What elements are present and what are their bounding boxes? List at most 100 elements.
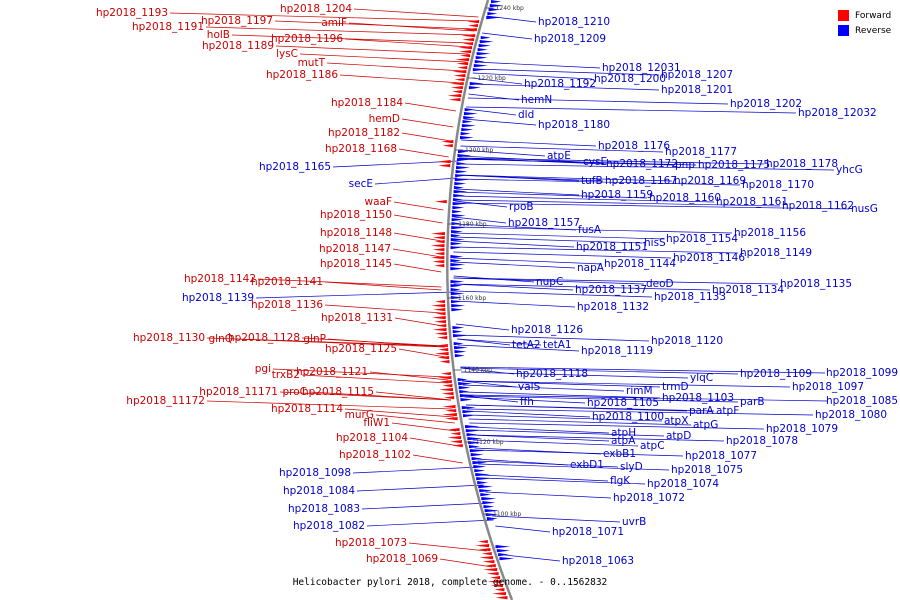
reverse-gene-feature — [480, 36, 491, 40]
legend: Forward Reverse — [838, 8, 891, 38]
reverse-gene-feature — [477, 481, 489, 485]
forward-gene-label: hp2018_1182 — [328, 127, 400, 139]
forward-gene-feature — [432, 236, 445, 240]
reverse-gene-label: hp2018_1084 — [283, 485, 355, 497]
forward-gene-label: fliW1 — [363, 417, 390, 429]
scale-ticks: 1240 kbp 1220 kbp 1200 kbp 1180 kbp 1160 kbp… — [447, 5, 524, 518]
forward-gene-feature — [442, 144, 453, 148]
reverse-gene-label-leader — [472, 439, 639, 447]
forward-gene-feature — [459, 50, 472, 54]
reverse-gene-feature — [468, 86, 481, 90]
reverse-gene-feature — [499, 557, 515, 561]
reverse-gene-label-leader — [477, 460, 619, 468]
forward-gene-feature — [461, 34, 476, 38]
reverse-gene-feature — [451, 304, 466, 308]
forward-gene-label-leader — [205, 26, 474, 36]
reverse-gene-label: atpC — [640, 440, 665, 452]
scale-tick-label: 1240 kbp — [496, 5, 524, 12]
scale-tick-label: 1180 kbp — [458, 221, 486, 228]
reverse-gene-feature — [450, 292, 465, 296]
reverse-gene-label-leader — [462, 380, 517, 388]
reverse-gene-label: hp2018_1154 — [666, 233, 738, 245]
forward-gene-feature — [432, 328, 447, 332]
forward-gene-feature — [460, 54, 471, 58]
reverse-gene-feature — [463, 414, 474, 418]
forward-gene-label: hp2018_1102 — [339, 449, 411, 461]
reverse-gene-feature — [454, 350, 467, 354]
reverse-gene-label-leader — [466, 404, 715, 412]
reverse-gene-feature — [476, 52, 491, 56]
reverse-gene-label: hp2018_1169 — [674, 175, 746, 187]
forward-gene-feature — [449, 82, 464, 86]
forward-gene-feature — [452, 90, 463, 94]
reverse-gene-feature — [450, 238, 465, 242]
reverse-gene-feature — [473, 64, 488, 68]
reverse-gene-feature — [452, 206, 465, 210]
forward-gene-label: hp2018_1114 — [271, 403, 343, 415]
forward-gene-feature — [455, 58, 470, 62]
forward-gene-feature — [431, 316, 446, 320]
forward-gene-feature — [447, 94, 462, 98]
reverse-gene-label: hp2018_1180 — [538, 119, 610, 131]
reverse-gene-label: hp2018_1077 — [685, 450, 757, 462]
forward-gene-label: hp2018_1145 — [320, 258, 392, 270]
forward-gene-feature — [434, 264, 445, 268]
forward-gene-feature — [463, 42, 474, 46]
reverse-gene-feature — [450, 255, 464, 259]
reverse-gene-label: hp2018_1120 — [651, 335, 723, 347]
reverse-gene-feature — [457, 154, 472, 158]
scale-tick-label: 1220 kbp — [478, 75, 506, 82]
reverse-gene-feature — [451, 226, 466, 230]
forward-gene-label-leader — [398, 348, 446, 358]
reverse-gene-label-leader — [461, 371, 689, 379]
reverse-gene-feature — [463, 112, 478, 116]
reverse-gene-label-leader — [478, 463, 670, 471]
reverse-gene-label-leader — [457, 174, 673, 182]
forward-gene-feature — [485, 564, 496, 568]
reverse-gene-label: flgK — [610, 475, 631, 487]
reverse-gene-label: parB — [740, 396, 765, 408]
forward-gene-feature — [490, 584, 503, 588]
reverse-gene-feature — [458, 150, 468, 154]
forward-gene-feature — [441, 392, 454, 396]
reverse-gene-label: hp2018_1109 — [740, 368, 812, 380]
reverse-gene-label: deoD — [646, 278, 674, 290]
reverse-gene-feature — [460, 398, 473, 402]
forward-gene-label-leader — [324, 281, 442, 291]
forward-gene-feature — [434, 200, 447, 204]
reverse-gene-label-leader — [467, 414, 663, 422]
reverse-gene-label: hp2018_1207 — [661, 69, 733, 81]
reverse-gene-label-leader — [453, 283, 574, 291]
reverse-gene-label-leader — [453, 257, 603, 265]
forward-gene-feature — [482, 560, 495, 564]
reverse-gene-label-leader — [469, 422, 765, 430]
forward-gene-feature — [491, 592, 506, 596]
reverse-gene-label: nusG — [851, 203, 878, 215]
forward-gene-label: hp2018_1184 — [331, 97, 403, 109]
reverse-gene-label-leader — [474, 449, 684, 457]
reverse-gene-label: atpH — [611, 427, 636, 439]
reverse-gene-label-leader — [455, 200, 508, 208]
reverse-gene-feature — [450, 280, 465, 284]
forward-gene-label-leader — [206, 400, 453, 410]
reverse-gene-feature — [472, 461, 488, 465]
reverse-gene-feature — [496, 549, 510, 553]
reverse-gene-label: hp2018_1202 — [730, 98, 802, 110]
reverse-gene-feature — [486, 517, 498, 521]
forward-gene-label: hp2018_1125 — [325, 343, 397, 355]
reverse-gene-label: hisS — [644, 237, 666, 249]
reverse-gene-label-leader — [492, 515, 621, 523]
reverse-gene-label-leader — [470, 426, 610, 434]
legend-forward-label: Forward — [855, 10, 892, 21]
forward-gene-label-leader — [275, 45, 469, 55]
forward-gene-feature — [430, 244, 445, 248]
reverse-gene-feature — [453, 342, 464, 346]
forward-gene-feature — [444, 396, 455, 400]
reverse-gene-feature — [469, 82, 484, 86]
forward-gene-label-leader — [344, 38, 471, 48]
forward-gene-feature — [495, 596, 508, 600]
forward-gene-label: hp2018_1104 — [336, 432, 408, 444]
forward-gene-label: glnP — [303, 333, 326, 345]
reverse-gene-feature — [453, 334, 468, 338]
reverse-gene-feature — [450, 284, 463, 288]
